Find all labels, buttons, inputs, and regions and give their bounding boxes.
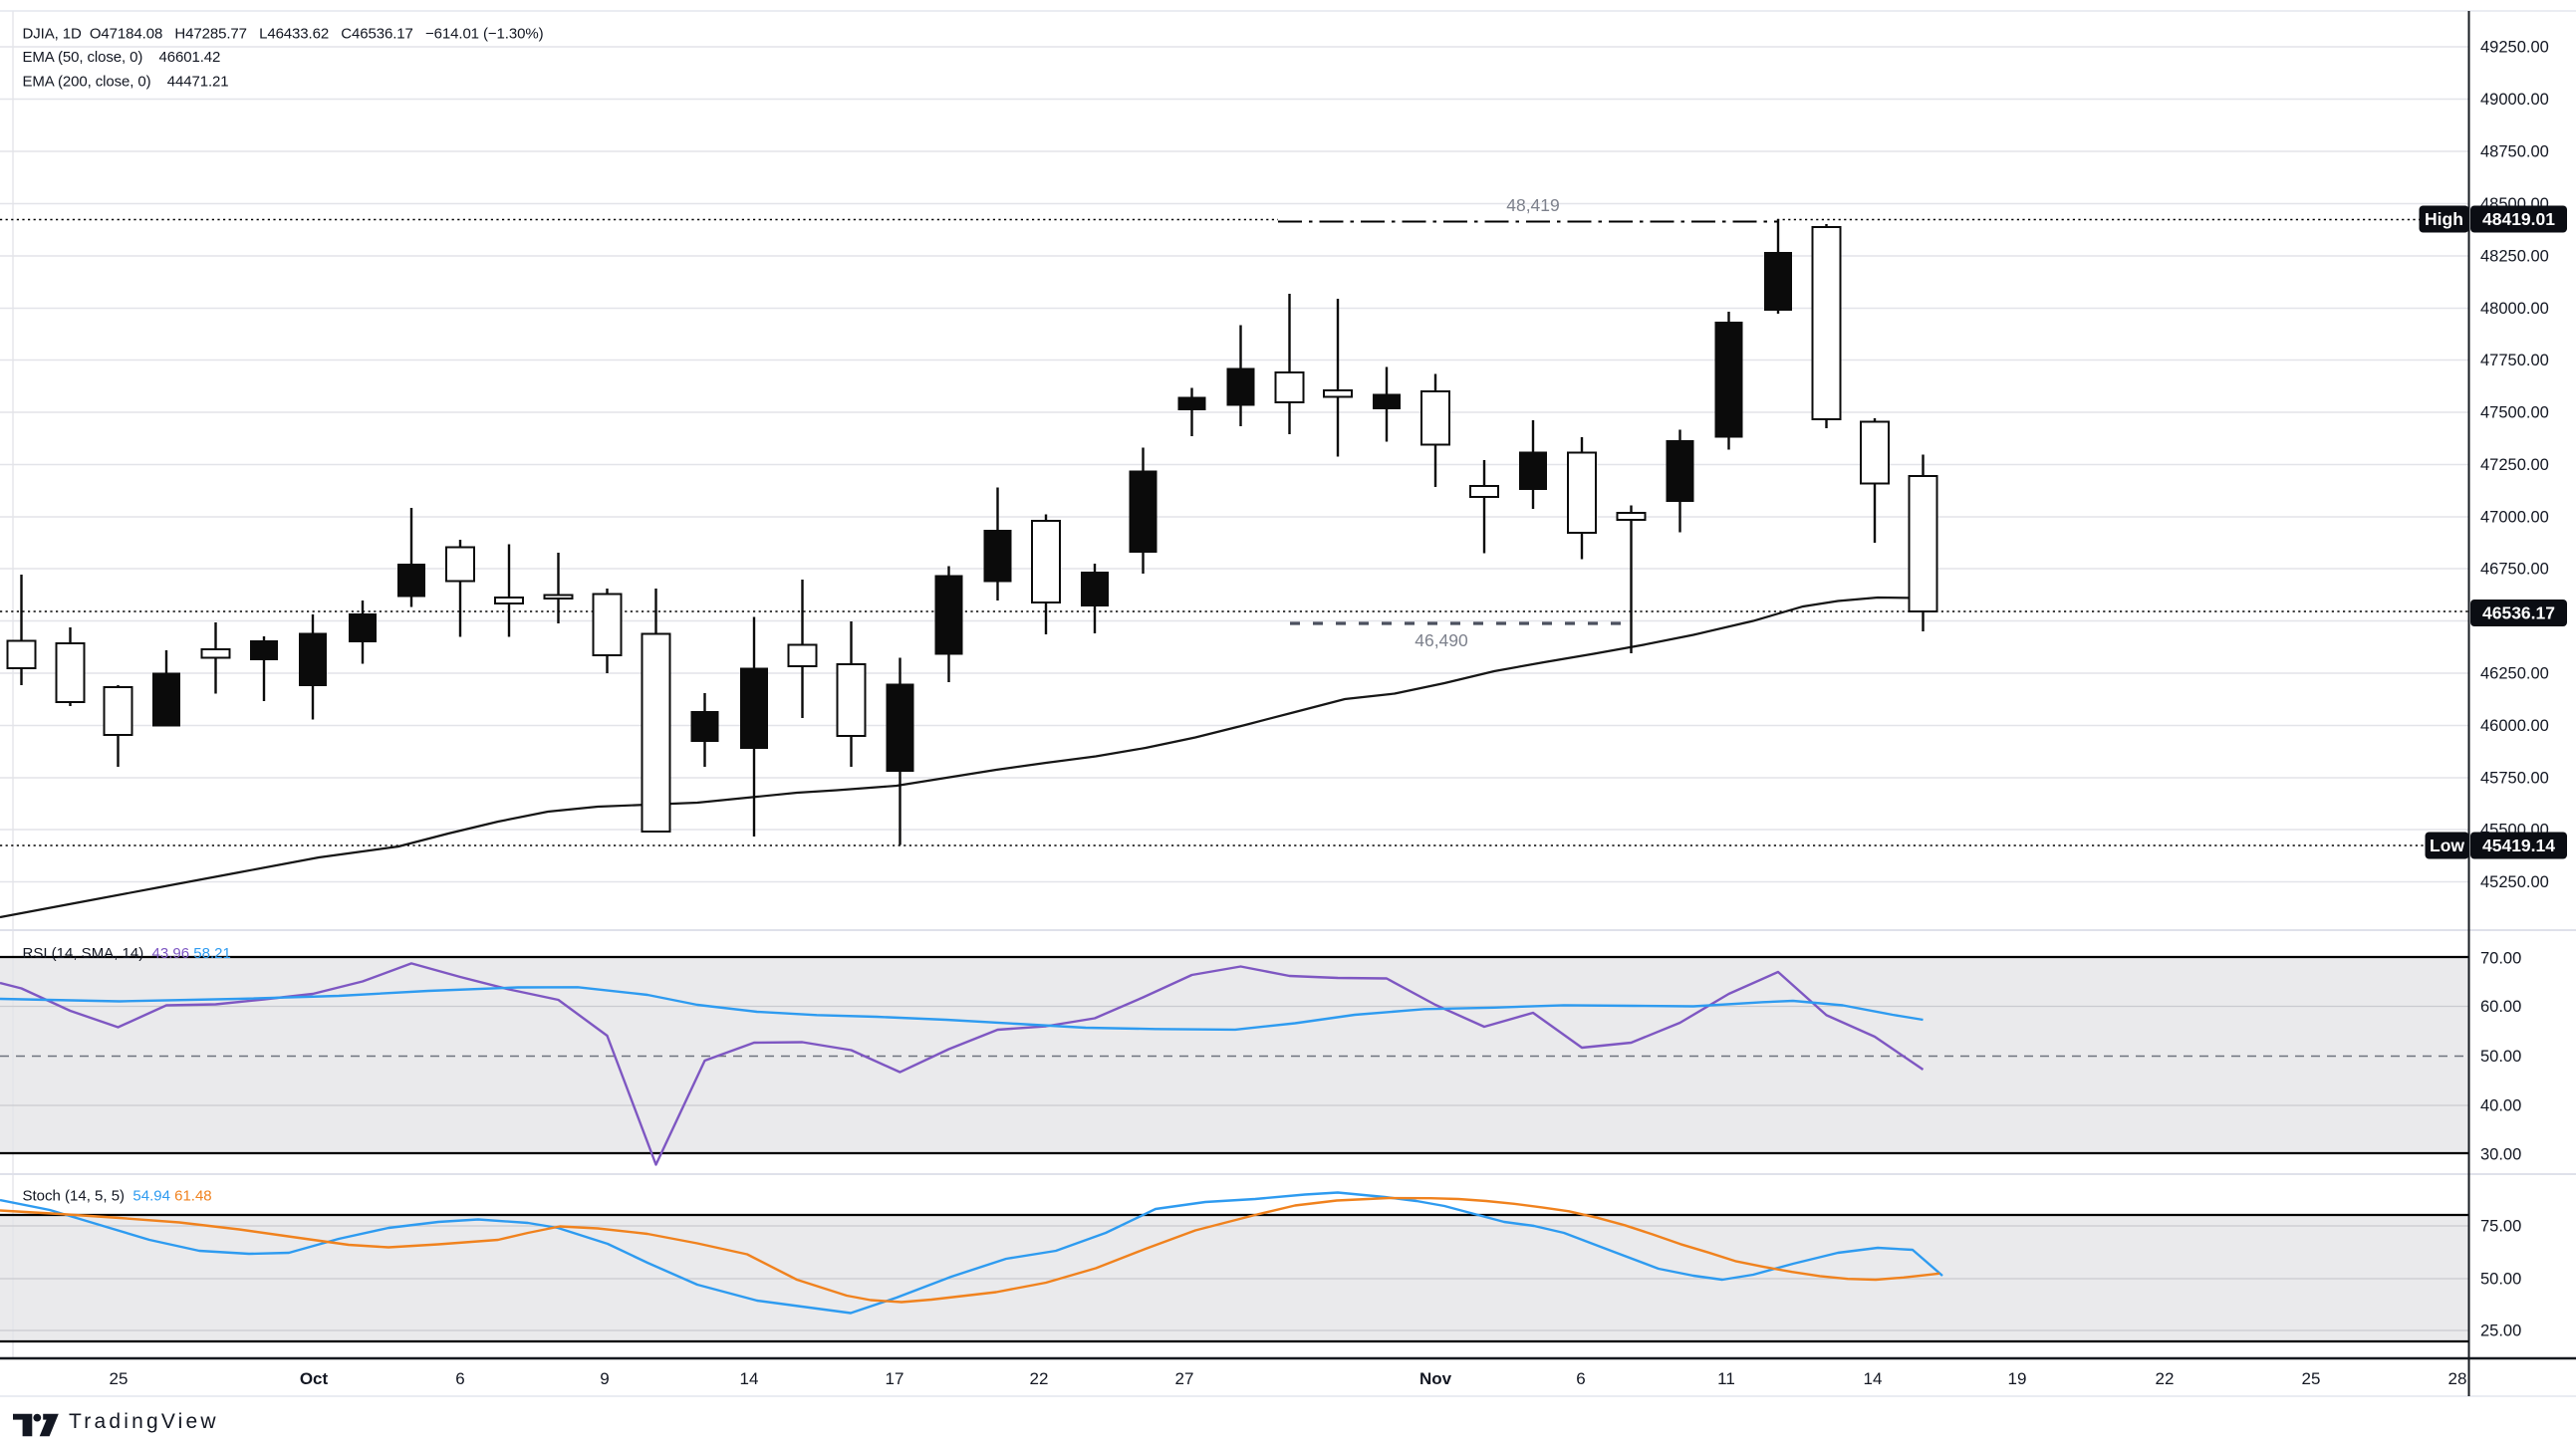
svg-text:22: 22 (1030, 1369, 1049, 1388)
svg-text:48419.01: 48419.01 (2482, 209, 2555, 229)
svg-text:TradingView: TradingView (69, 1410, 219, 1433)
svg-text:22: 22 (2156, 1369, 2175, 1388)
svg-text:50.00: 50.00 (2480, 1048, 2521, 1066)
svg-text:High: High (2425, 209, 2463, 229)
svg-text:27: 27 (1175, 1369, 1194, 1388)
svg-text:40.00: 40.00 (2480, 1097, 2521, 1115)
svg-text:47750.00: 47750.00 (2480, 352, 2549, 369)
svg-text:6: 6 (455, 1369, 464, 1388)
svg-text:Oct: Oct (300, 1369, 329, 1388)
svg-text:60.00: 60.00 (2480, 998, 2521, 1016)
svg-text:48750.00: 48750.00 (2480, 143, 2549, 161)
svg-text:48000.00: 48000.00 (2480, 300, 2549, 318)
svg-text:45250.00: 45250.00 (2480, 873, 2549, 891)
svg-text:Stoch (14, 5, 5) 54.94 61.48: Stoch (14, 5, 5) 54.94 61.48 (23, 1188, 212, 1205)
svg-text:EMA (200, close, 0) 44471.2: EMA (200, close, 0) 44471.21 (23, 74, 229, 91)
svg-text:47500.00: 47500.00 (2480, 404, 2549, 422)
svg-text:14: 14 (740, 1369, 759, 1388)
svg-text:25: 25 (2302, 1369, 2321, 1388)
svg-text:9: 9 (600, 1369, 609, 1388)
svg-text:28: 28 (2448, 1369, 2467, 1388)
svg-text:DJIA, 1D O47184.08 H47285.7: DJIA, 1D O47184.08 H47285.77 L46433.62 C… (23, 26, 544, 43)
svg-text:46250.00: 46250.00 (2480, 665, 2549, 683)
svg-text:11: 11 (1717, 1369, 1735, 1388)
svg-text:EMA (50, close, 0) 46601.42: EMA (50, close, 0) 46601.42 (23, 49, 221, 66)
svg-text:45750.00: 45750.00 (2480, 770, 2549, 788)
svg-text:49250.00: 49250.00 (2480, 39, 2549, 57)
svg-text:14: 14 (1864, 1369, 1883, 1388)
svg-text:75.00: 75.00 (2480, 1218, 2521, 1236)
svg-text:Low: Low (2430, 836, 2464, 855)
svg-text:47250.00: 47250.00 (2480, 456, 2549, 474)
svg-text:19: 19 (2008, 1369, 2027, 1388)
svg-text:48250.00: 48250.00 (2480, 248, 2549, 266)
svg-text:30.00: 30.00 (2480, 1146, 2521, 1164)
svg-text:25.00: 25.00 (2480, 1322, 2521, 1340)
svg-text:49000.00: 49000.00 (2480, 91, 2549, 109)
svg-text:46750.00: 46750.00 (2480, 561, 2549, 579)
svg-text:50.00: 50.00 (2480, 1271, 2521, 1289)
svg-text:45419.14: 45419.14 (2482, 836, 2555, 855)
svg-text:46,490: 46,490 (1415, 630, 1468, 650)
svg-text:25: 25 (110, 1369, 129, 1388)
svg-text:48,419: 48,419 (1506, 195, 1560, 215)
svg-text:46000.00: 46000.00 (2480, 717, 2549, 735)
svg-text:46536.17: 46536.17 (2482, 603, 2555, 623)
svg-text:6: 6 (1576, 1369, 1585, 1388)
svg-text:RSI (14, SMA, 14) 43.96 58.21: RSI (14, SMA, 14) 43.96 58.21 (23, 945, 231, 962)
svg-text:70.00: 70.00 (2480, 950, 2521, 968)
svg-text:17: 17 (886, 1369, 904, 1388)
svg-text:Nov: Nov (1419, 1369, 1452, 1388)
svg-text:47000.00: 47000.00 (2480, 509, 2549, 527)
